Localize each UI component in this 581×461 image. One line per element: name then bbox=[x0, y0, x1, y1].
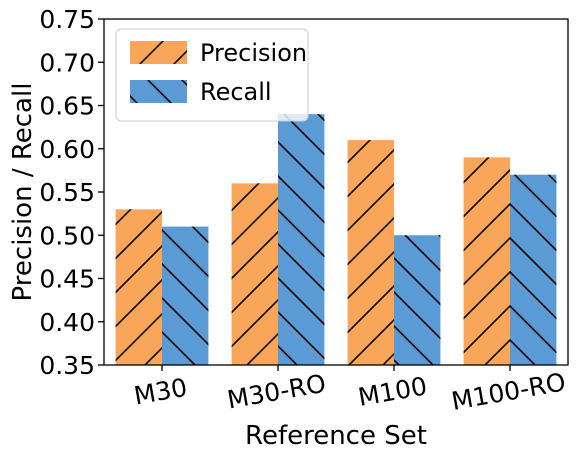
x-axis: M30 M30-RO M100 M100-RO bbox=[132, 365, 568, 416]
legend-swatch-hatch-precision bbox=[130, 41, 187, 64]
bars-group bbox=[115, 114, 557, 366]
legend-swatch-hatch-recall bbox=[130, 80, 187, 103]
y-tick-label: 0.45 bbox=[39, 265, 95, 294]
x-tick-label: M100-RO bbox=[449, 367, 568, 416]
bar-hatch-precision-m30-ro bbox=[231, 183, 278, 365]
y-axis-label: Precision / Recall bbox=[8, 83, 38, 302]
bar-hatch-recall-m100-ro bbox=[510, 174, 557, 365]
y-tick-label: 0.60 bbox=[39, 135, 95, 164]
bar-hatch-recall-m30-ro bbox=[278, 114, 325, 366]
y-tick-label: 0.65 bbox=[39, 92, 95, 121]
bar-hatch-precision-m30 bbox=[115, 209, 162, 365]
y-tick-label: 0.40 bbox=[39, 308, 95, 337]
x-tick-label: M100 bbox=[356, 371, 429, 412]
bar-hatch-recall-m30 bbox=[162, 226, 209, 365]
legend-label-precision: Precision bbox=[200, 39, 307, 67]
legend-label-recall: Recall bbox=[200, 78, 272, 106]
y-tick-label: 0.35 bbox=[39, 351, 95, 380]
legend: Precision Recall bbox=[115, 28, 309, 122]
x-axis-label: Reference Set bbox=[245, 421, 427, 451]
y-axis: 0.35 0.40 0.45 0.50 0.55 0.60 0.65 0.70 0.75 bbox=[39, 5, 104, 380]
x-tick-label: M30 bbox=[132, 373, 190, 411]
y-tick-label: 0.55 bbox=[39, 178, 95, 207]
bar-hatch-precision-m100-ro bbox=[463, 157, 510, 365]
y-tick-label: 0.70 bbox=[39, 48, 95, 77]
y-tick-label: 0.50 bbox=[39, 221, 95, 250]
bar-hatch-precision-m100 bbox=[347, 140, 394, 365]
x-tick-label: M30-RO bbox=[225, 369, 328, 415]
bar-hatch-recall-m100 bbox=[394, 235, 441, 365]
y-tick-label: 0.75 bbox=[39, 5, 95, 34]
